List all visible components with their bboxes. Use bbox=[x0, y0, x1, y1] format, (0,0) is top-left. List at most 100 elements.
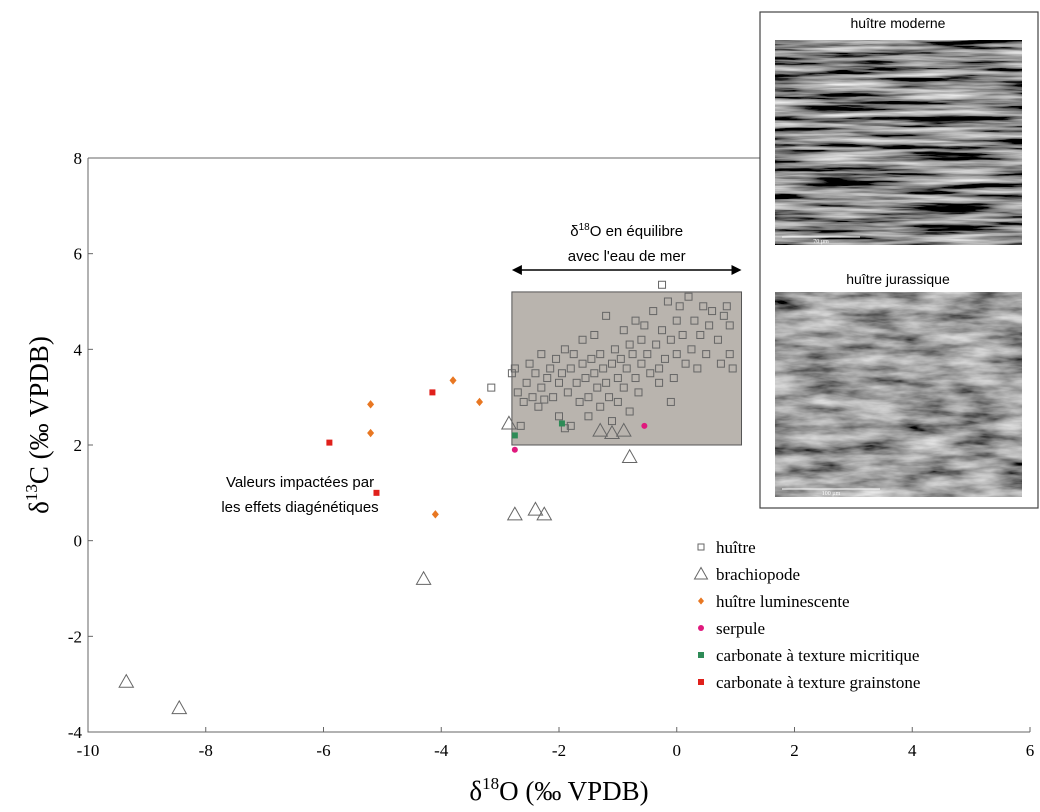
point bbox=[646, 369, 655, 378]
point bbox=[666, 397, 675, 406]
point bbox=[613, 374, 622, 383]
y-tick-label: 8 bbox=[74, 149, 83, 168]
point bbox=[725, 350, 734, 359]
label-part: O en équilibre bbox=[590, 223, 683, 240]
superscript: 18 bbox=[482, 774, 499, 793]
point bbox=[725, 321, 734, 330]
point bbox=[584, 393, 593, 402]
inset-title: huître moderne bbox=[851, 15, 946, 31]
point bbox=[552, 354, 561, 363]
equilibrium-box bbox=[511, 291, 743, 446]
point bbox=[528, 393, 537, 402]
point bbox=[637, 335, 646, 344]
x-tick-label: -8 bbox=[199, 741, 213, 760]
point bbox=[625, 340, 634, 349]
point bbox=[507, 369, 516, 378]
x-tick-label: -6 bbox=[316, 741, 330, 760]
y-tick-label: 4 bbox=[74, 340, 83, 359]
point bbox=[672, 316, 681, 325]
point bbox=[563, 388, 572, 397]
point bbox=[643, 350, 652, 359]
point bbox=[702, 350, 711, 359]
superscript: 18 bbox=[579, 222, 591, 233]
point bbox=[690, 316, 699, 325]
point bbox=[590, 330, 599, 339]
point bbox=[610, 345, 619, 354]
point bbox=[537, 350, 546, 359]
scale-label: 100 µm bbox=[822, 491, 841, 497]
point bbox=[681, 359, 690, 368]
point bbox=[555, 412, 563, 421]
point bbox=[622, 364, 631, 373]
point bbox=[569, 350, 578, 359]
point bbox=[663, 297, 672, 306]
x-tick-label: 0 bbox=[673, 741, 682, 760]
point bbox=[655, 364, 664, 373]
point bbox=[522, 378, 531, 387]
legend-label: carbonate à texture grainstone bbox=[716, 673, 920, 692]
point bbox=[429, 389, 436, 396]
point bbox=[510, 364, 519, 373]
point bbox=[566, 421, 575, 430]
point bbox=[696, 330, 705, 339]
point bbox=[578, 359, 587, 368]
point bbox=[616, 354, 625, 363]
label-part: δ bbox=[469, 776, 482, 806]
axis-label: δ18O (‰ VPDB) bbox=[469, 774, 648, 806]
point bbox=[575, 397, 584, 406]
point bbox=[596, 350, 605, 359]
point bbox=[708, 307, 717, 316]
sem-image bbox=[775, 40, 1022, 245]
point bbox=[649, 307, 658, 316]
label-part: O (‰ VPDB) bbox=[499, 776, 649, 806]
point bbox=[713, 335, 722, 344]
point bbox=[531, 369, 540, 378]
x-tick-label: 6 bbox=[1026, 741, 1035, 760]
point bbox=[557, 369, 566, 378]
point bbox=[506, 506, 523, 521]
point bbox=[728, 364, 737, 373]
y-tick-label: 2 bbox=[74, 436, 83, 455]
inset-title: huître jurassique bbox=[846, 271, 950, 287]
y-tick-label: -4 bbox=[68, 723, 83, 742]
point bbox=[519, 397, 528, 406]
point bbox=[615, 422, 632, 437]
point bbox=[634, 388, 643, 397]
point bbox=[658, 280, 667, 289]
point bbox=[500, 415, 517, 430]
x-tick-label: 4 bbox=[908, 741, 917, 760]
point bbox=[722, 302, 731, 311]
point bbox=[326, 439, 333, 446]
inset-panel: huître moderne 70 µm huître jurassique 1… bbox=[759, 11, 1039, 509]
point bbox=[581, 374, 590, 383]
sem-image bbox=[775, 292, 1022, 497]
legend-marker bbox=[698, 625, 704, 631]
axis-label: δ13C (‰ VPDB) bbox=[22, 336, 54, 514]
point bbox=[534, 402, 543, 411]
point bbox=[625, 407, 634, 416]
label-part: C (‰ VPDB) bbox=[24, 336, 54, 484]
point bbox=[619, 326, 628, 335]
point bbox=[678, 330, 687, 339]
legend-marker bbox=[697, 543, 705, 551]
legend-marker bbox=[698, 679, 704, 685]
point bbox=[367, 428, 375, 438]
x-tick-label: -4 bbox=[434, 741, 449, 760]
scale-label: 70 µm bbox=[813, 239, 829, 245]
point bbox=[675, 302, 684, 311]
point bbox=[431, 510, 439, 519]
point bbox=[415, 570, 432, 585]
point bbox=[487, 383, 496, 392]
point bbox=[546, 364, 555, 373]
point bbox=[631, 316, 640, 325]
point bbox=[578, 335, 587, 344]
point bbox=[619, 383, 628, 392]
point bbox=[628, 350, 637, 359]
point bbox=[666, 335, 675, 344]
annotation: avec l'eau de mer bbox=[568, 248, 686, 265]
point bbox=[593, 383, 602, 392]
x-tick-label: -2 bbox=[552, 741, 566, 760]
point bbox=[605, 393, 614, 402]
